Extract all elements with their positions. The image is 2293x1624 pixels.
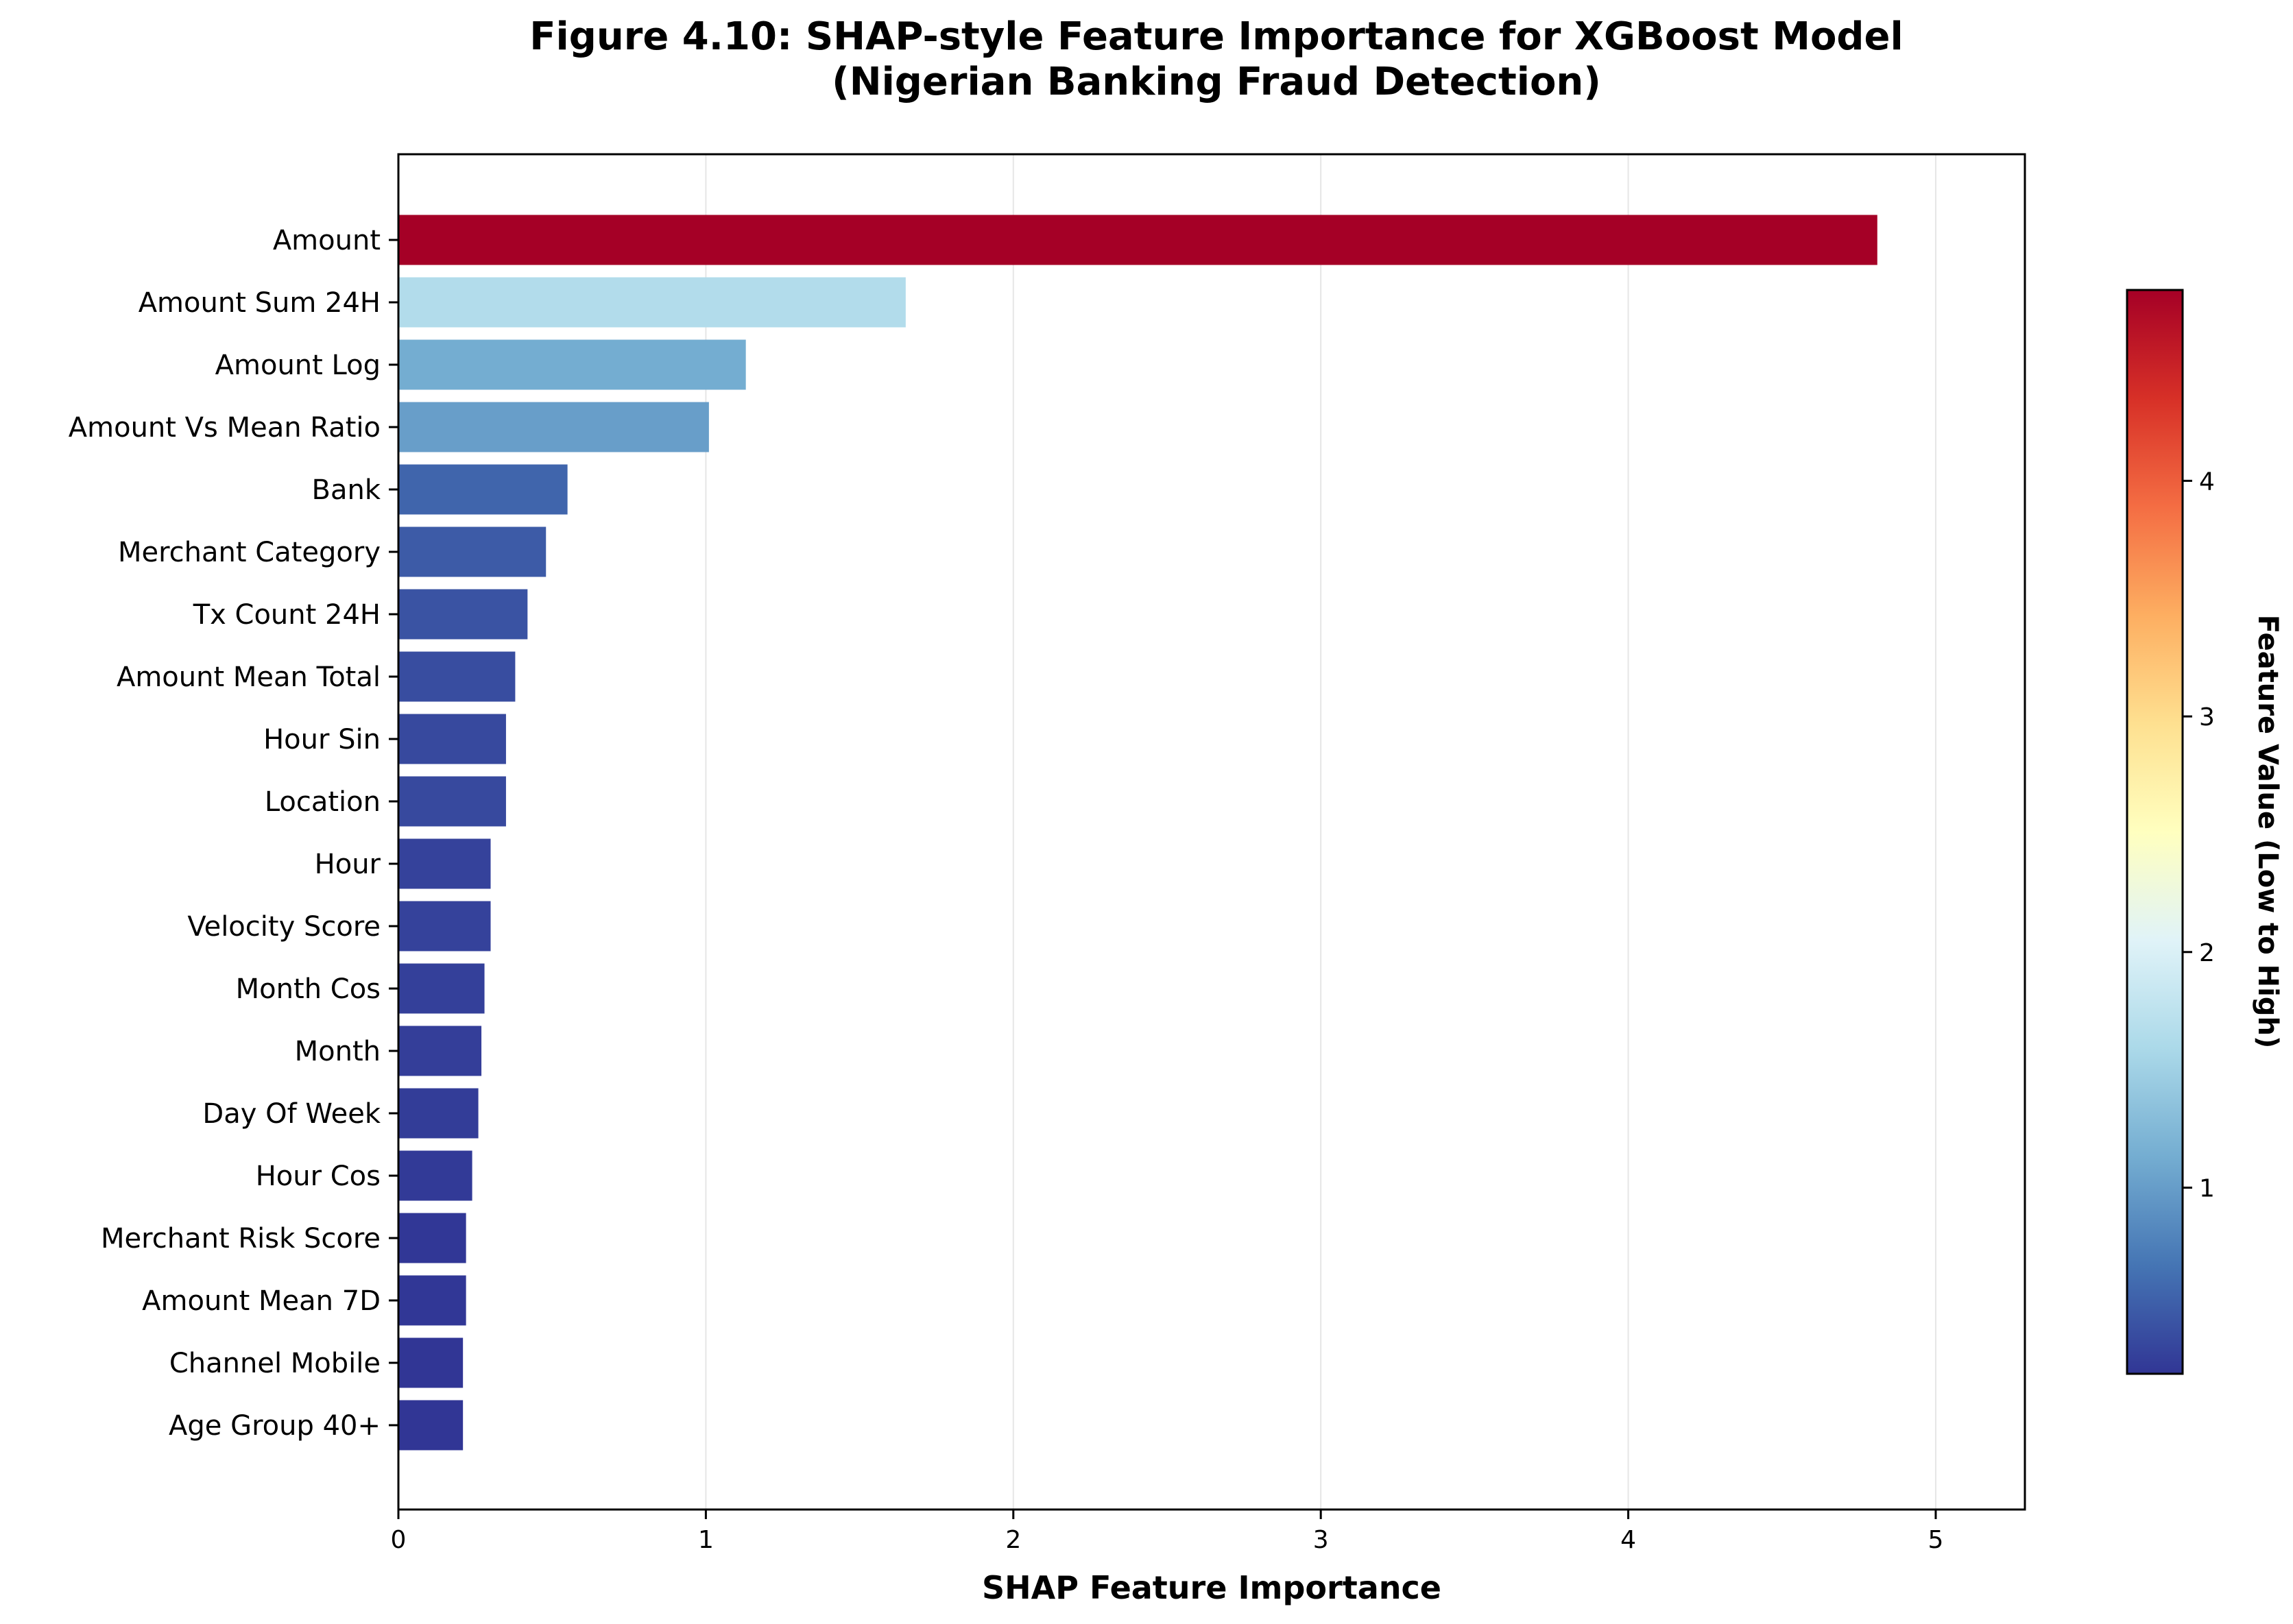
bar (398, 651, 516, 702)
y-tick-label: Amount Mean Total (117, 662, 381, 693)
colorbar-tick-label: 2 (2199, 939, 2215, 967)
y-tick-label: Merchant Risk Score (101, 1223, 381, 1255)
x-axis-label: SHAP Feature Importance (982, 1569, 1441, 1606)
x-tick-label: 3 (1313, 1526, 1329, 1554)
plot-frame (397, 153, 2026, 1511)
y-tick-label: Amount Vs Mean Ratio (69, 412, 381, 444)
colorbar-label: Feature Value (Low to High) (2252, 615, 2283, 1048)
bars (398, 215, 1877, 1451)
bar (398, 901, 491, 952)
bar (398, 277, 906, 328)
bar (398, 838, 491, 889)
y-tick-label: Location (265, 786, 381, 818)
colorbar-ticks: 1 2 3 4 (2183, 468, 2215, 1202)
y-tick-label: Amount (273, 225, 381, 256)
y-tick-label: Age Group 40+ (169, 1410, 381, 1442)
colorbar-tick-label: 3 (2199, 703, 2215, 731)
bar (398, 589, 528, 640)
bar (398, 1400, 464, 1451)
bar (398, 1088, 479, 1139)
bar (398, 714, 506, 764)
chart-title: Figure 4.10: SHAP-style Feature Importan… (529, 14, 1903, 59)
y-axis-ticks: Amount Amount Sum 24H Amount Log Amount Vs … (69, 225, 398, 1442)
y-tick-label: Velocity Score (187, 911, 381, 943)
bar (398, 1275, 466, 1326)
y-tick-label: Day Of Week (202, 1098, 381, 1130)
x-tick-label: 5 (1928, 1526, 1944, 1554)
y-tick-label: Amount Sum 24H (139, 287, 381, 319)
bar (398, 215, 1877, 265)
x-tick-label: 1 (698, 1526, 714, 1554)
y-tick-label: Month Cos (236, 973, 381, 1005)
bar (398, 1213, 466, 1263)
bar (398, 963, 485, 1014)
chart-subtitle: (Nigerian Banking Fraud Detection) (832, 60, 1601, 104)
bar (398, 776, 506, 827)
bar (398, 464, 568, 515)
colorbar-tick-label: 4 (2199, 468, 2215, 496)
bar (398, 339, 746, 390)
y-tick-label: Hour (315, 849, 381, 880)
y-tick-label: Hour Sin (263, 724, 381, 755)
bar (398, 526, 547, 577)
y-tick-label: Bank (312, 474, 381, 506)
colorbar (2126, 289, 2184, 1375)
x-axis-ticks: 0 1 2 3 4 5 (391, 1510, 1944, 1554)
y-tick-label: Tx Count 24H (193, 599, 381, 631)
bar (398, 402, 709, 452)
bar (398, 1150, 472, 1201)
y-tick-label: Channel Mobile (169, 1348, 381, 1379)
bar (398, 1026, 482, 1076)
y-tick-label: Hour Cos (256, 1161, 381, 1192)
bar (398, 1337, 464, 1388)
x-tick-label: 2 (1005, 1526, 1021, 1554)
y-tick-label: Month (295, 1036, 381, 1067)
y-tick-label: Amount Log (215, 350, 381, 381)
x-tick-label: 0 (391, 1526, 407, 1554)
y-tick-label: Merchant Category (118, 537, 381, 568)
x-tick-label: 4 (1620, 1526, 1636, 1554)
y-tick-label: Amount Mean 7D (142, 1285, 381, 1317)
colorbar-tick-label: 1 (2199, 1174, 2215, 1202)
